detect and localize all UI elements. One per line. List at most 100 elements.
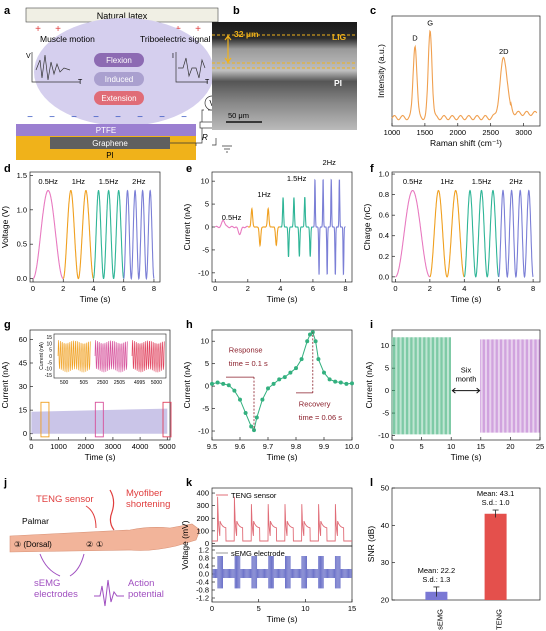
x-tick-label: 15 <box>348 604 356 613</box>
panel-letter-k: k <box>186 477 193 489</box>
y-tick-label: 15 <box>19 406 27 415</box>
mean-annotation: Mean: 43.1 <box>477 489 515 498</box>
text-line: potential <box>128 589 164 600</box>
inset-y-tick: -5 <box>48 360 53 366</box>
x-tick-label: 2 <box>246 284 250 293</box>
y-tick-label: 10 <box>201 337 209 346</box>
y-tick-label: -5 <box>382 409 389 418</box>
data-point <box>243 411 248 416</box>
inset-x-tick: 4995 <box>134 380 145 386</box>
series-label: 2Hz <box>132 177 146 186</box>
data-point <box>271 381 276 386</box>
y-tick-label: 1.0 <box>379 170 389 179</box>
series-label: 1Hz <box>72 177 86 186</box>
x-tick-label: 4 <box>462 284 466 293</box>
x-tick-label: 2 <box>61 284 65 293</box>
x-tick-label: 0 <box>31 284 35 293</box>
x-tick-label: 0 <box>393 284 397 293</box>
inset-x-tick: 5000 <box>151 380 162 386</box>
plot-frame <box>391 487 541 601</box>
panel-b-sem: b 32 μm LIG PI 50 μm <box>212 5 357 130</box>
mean-annotation: Mean: 22.2 <box>418 566 456 575</box>
t-axis-label-2: T <box>205 79 210 86</box>
triboelectric-label: Triboelectric signal <box>140 34 211 44</box>
chart-response: 9.5 9.6 9.7 9.8 9.9 10.0 -10 -5 0 5 10 Time (s) Curr… <box>182 329 359 462</box>
series-line <box>62 190 94 280</box>
recovery-time: time = 0.06 s <box>299 413 342 422</box>
x-tick-label: 9.9 <box>319 442 329 451</box>
dorsal-label: ③ (Dorsal) <box>14 540 52 549</box>
x-tick-label: 20 <box>506 442 514 451</box>
six-month-label: month <box>456 375 477 384</box>
x-tick-label: 2000 <box>449 128 466 137</box>
legend-label: sEMG electrode <box>231 549 285 558</box>
zoom-box <box>162 401 172 438</box>
x-tick-label: 2000 <box>77 442 94 451</box>
x-tick-label: 5 <box>420 442 424 451</box>
data-point <box>266 386 270 391</box>
tribo-trace <box>178 57 206 79</box>
induced-label: Induced <box>105 75 133 84</box>
v-axis-label: V <box>26 53 31 60</box>
minus-charge: − <box>181 112 187 123</box>
data-point <box>238 397 242 402</box>
y-tick-label: 300 <box>196 501 209 510</box>
y-tick-label: -1.2 <box>196 594 209 603</box>
plus-charge: + <box>35 24 41 35</box>
panel-letter-b: b <box>233 5 240 17</box>
y-tick-label: -10 <box>198 268 209 277</box>
semg-electrodes-label: sEMG electrodes <box>34 578 78 600</box>
semg-pointer <box>39 553 61 577</box>
response-label: Response <box>229 345 263 354</box>
x-axis-label: Time (s) <box>451 452 482 462</box>
inset-y-tick: 10 <box>46 341 52 347</box>
data-point <box>344 381 349 386</box>
teng-trace <box>212 496 352 542</box>
y-tick-label: 0.0 <box>379 272 389 281</box>
x-tick-label: 3000 <box>105 442 122 451</box>
arrow-heads <box>451 387 481 394</box>
x-axis-label: Time (s) <box>85 452 116 462</box>
y-axis-label: Current (nA) <box>182 361 192 408</box>
series-line <box>463 189 500 278</box>
x-axis-label: Time (s) <box>451 294 482 304</box>
x-tick-label: 25 <box>536 442 544 451</box>
series-label: 1.5Hz <box>287 174 307 183</box>
x-tick-label: 4 <box>278 284 282 293</box>
series-label: 2Hz <box>509 177 523 186</box>
x-tick-label: 6 <box>497 284 501 293</box>
data-point <box>316 357 321 362</box>
plot-frame <box>391 15 541 127</box>
y-tick-label: 40 <box>381 521 389 530</box>
inset-x-tick: 2505 <box>114 380 125 386</box>
y-tick-label: 0.6 <box>379 211 389 220</box>
series-line <box>214 219 249 236</box>
x-tick-label: 15 <box>477 442 485 451</box>
sem-image <box>212 22 357 130</box>
point-2: ② <box>86 540 93 549</box>
y-tick-label: -5 <box>202 245 209 254</box>
data-point <box>210 381 214 386</box>
panel-letter-d: d <box>4 163 11 175</box>
pi-label-b: PI <box>334 78 342 88</box>
y-tick-label: 0.2 <box>379 252 389 261</box>
category-label: TENG <box>495 609 504 630</box>
y-axis-label: Current (nA) <box>364 361 374 408</box>
y-tick-label: 60 <box>19 335 27 344</box>
x-tick-label: 10 <box>447 442 455 451</box>
sd-annotation: S.d.: 1.3 <box>422 575 450 584</box>
teng-sensor-label: TENG sensor <box>36 494 94 505</box>
y-tick-label: 1.5 <box>17 171 27 180</box>
data-point <box>277 377 282 382</box>
text-line: Myofiber <box>126 488 162 499</box>
data-point <box>260 397 265 402</box>
graphene-layer <box>50 137 170 149</box>
series-label: 1Hz <box>440 177 454 186</box>
six-month-label: Six <box>461 366 472 375</box>
minus-charge: − <box>27 112 33 123</box>
y-tick-label: 10 <box>381 341 389 350</box>
data-point <box>350 381 354 386</box>
x-tick-label: 0 <box>390 442 394 451</box>
minus-charge: − <box>137 112 143 123</box>
panel-letter-l: l <box>370 477 373 489</box>
